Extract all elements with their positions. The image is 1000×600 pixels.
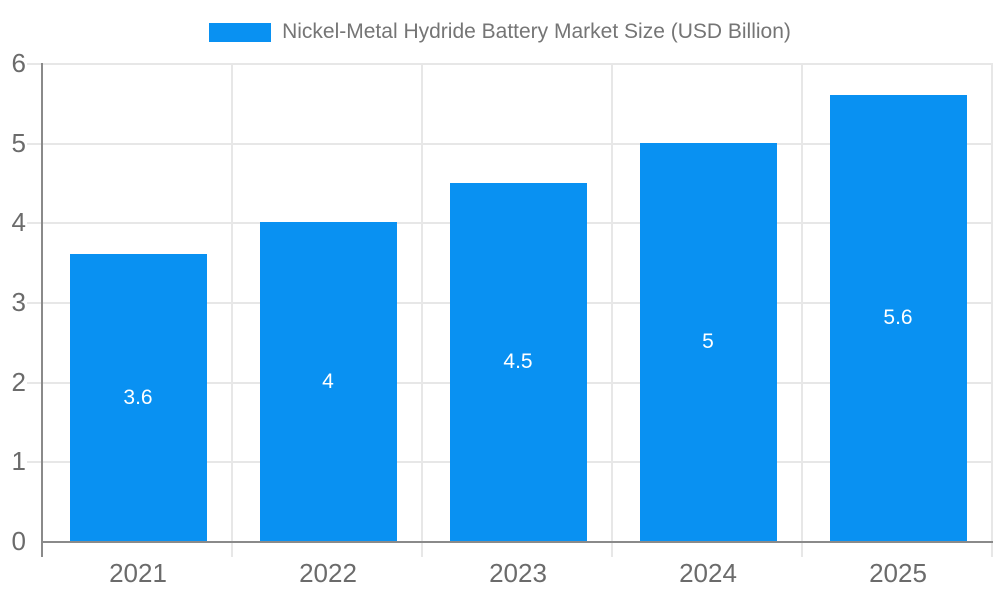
gridline-vertical (231, 63, 233, 557)
y-axis-line (41, 63, 43, 557)
x-axis-tick-label: 2022 (299, 558, 357, 588)
bar-value-label: 4 (322, 369, 334, 393)
legend-swatch-icon (209, 22, 272, 42)
gridline-horizontal (27, 142, 993, 145)
plot-area: 3.6 4 4.5 5 5.6 (27, 63, 993, 557)
bar-2025[interactable]: 5.6 (829, 94, 967, 541)
gridline-vertical (991, 63, 993, 557)
y-axis-tick-label: 3 (11, 287, 26, 317)
bar-2024[interactable]: 5 (639, 142, 777, 541)
gridline-vertical (611, 63, 613, 557)
bar-value-label: 3.6 (123, 385, 153, 409)
legend: Nickel-Metal Hydride Battery Market Size… (0, 14, 1000, 50)
bar-2021[interactable]: 3.6 (69, 254, 207, 541)
x-axis-tick-label: 2023 (489, 558, 547, 588)
gridline-vertical (421, 63, 423, 557)
gridline-vertical (801, 63, 803, 557)
y-axis-tick-label: 2 (11, 366, 26, 397)
x-axis-tick-label: 2025 (869, 558, 927, 588)
y-axis-labels: 0 1 2 3 4 5 6 (0, 48, 26, 556)
y-axis-tick-label: 5 (11, 127, 26, 158)
bar-2022[interactable]: 4 (259, 222, 397, 541)
x-axis-line (41, 541, 993, 543)
x-axis-labels: 2021 2022 2023 2024 2025 (43, 555, 993, 591)
gridline-horizontal (27, 63, 993, 65)
bar-2023[interactable]: 4.5 (449, 182, 587, 541)
bar-value-label: 5.6 (883, 305, 913, 329)
bar-value-label: 5 (702, 329, 714, 353)
x-axis-tick-label: 2021 (109, 558, 167, 588)
bar-value-label: 4.5 (503, 349, 533, 373)
y-axis-tick-label: 4 (11, 207, 26, 238)
y-axis-tick-label: 1 (11, 446, 26, 477)
y-axis-tick-label: 0 (11, 526, 26, 556)
y-axis-tick-label: 6 (11, 48, 26, 78)
legend-label: Nickel-Metal Hydride Battery Market Size… (282, 20, 791, 43)
x-axis-tick-label: 2024 (679, 558, 737, 588)
